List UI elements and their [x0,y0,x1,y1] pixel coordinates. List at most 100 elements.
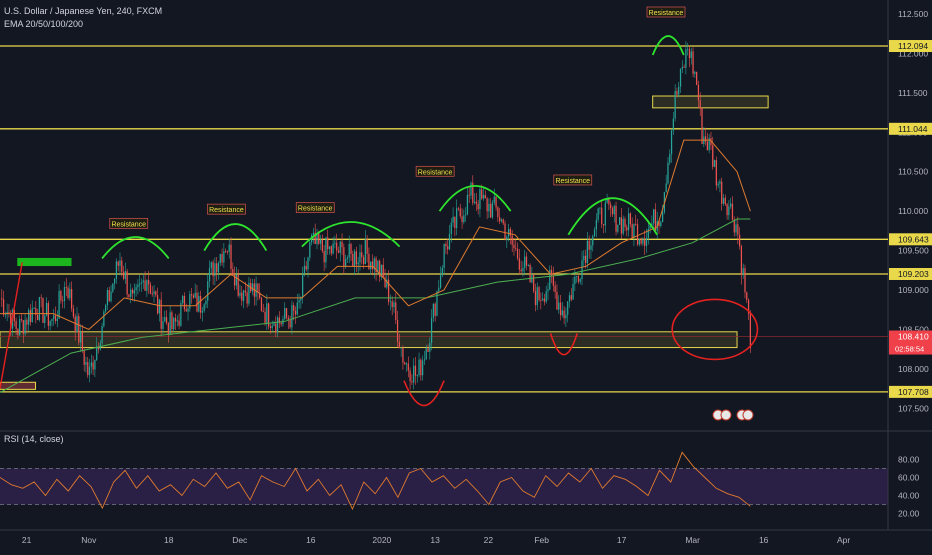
current-price-label: 108.410 [898,332,929,342]
price-level-tag-label: 109.203 [898,269,929,279]
candle-body [586,240,589,264]
candle-body [583,255,585,261]
candle-body [409,370,411,382]
candle-body [584,255,587,264]
candle-body [257,283,259,293]
candle-body [665,183,667,193]
candle-body [90,362,92,367]
candle-body [323,251,325,263]
candle-body [699,100,701,109]
candle-body [676,91,678,95]
zone-rect [0,381,37,390]
price-level-tag [889,385,932,398]
zone-rect [652,95,769,109]
resistance-arc [567,197,658,236]
candle-body [60,290,62,301]
candle-body [638,239,640,245]
candle-body [533,275,535,292]
candle-body [636,224,639,245]
candle-body [314,232,316,245]
candle-body [536,287,538,306]
candle-body [146,280,148,291]
candle-body [248,282,250,304]
price-tick-label: 112.500 [898,9,928,19]
rsi-line [0,451,751,511]
candle-body [461,216,463,223]
candle-body [26,319,28,325]
candle-body [69,288,71,299]
candle-body [273,323,275,326]
price-tick-label: 109.000 [898,285,929,295]
resistance-label: Resistance [111,221,146,228]
candle-body [389,301,392,303]
candle-body [468,194,470,196]
price-tick-label: 112.000 [898,48,928,58]
candle-body [22,320,24,334]
price-tick-label: 108.000 [898,364,929,374]
candle-body [588,240,590,250]
candle-body [212,262,214,277]
rsi-label: RSI (14, close) [4,434,64,444]
candle-body [642,239,644,244]
candle-body [316,232,318,245]
candle-body [359,252,361,263]
candle-body [516,248,519,259]
candle-body [504,223,506,240]
candle-body [472,182,474,203]
candle-body [251,283,254,292]
candle-body [142,280,144,283]
candle-body [71,288,73,309]
candle-body [626,227,628,231]
candle-body [559,302,562,316]
symbol-title: U.S. Dollar / Japanese Yen, 240, FXCM [4,6,163,16]
candle-body [167,323,169,336]
candle-body [17,328,19,336]
candle-body [735,224,737,233]
candle-body [303,265,306,274]
candle-body [328,246,331,250]
candle-body [595,219,597,230]
candle-body [337,250,340,253]
candle-body [278,317,280,324]
candle-body [51,318,53,321]
candle-body [384,277,386,288]
candle-body [362,257,365,265]
candle-body [106,290,109,306]
candle-body [712,145,714,167]
candle-body [679,68,682,87]
time-tick-label: Dec [232,535,248,545]
event-badge-icon [712,409,754,421]
candle-body [355,251,358,265]
candle-body [649,225,651,229]
candle-body [731,203,734,220]
candle-body [36,314,39,321]
candle-body [430,317,433,343]
candle-body [590,245,592,250]
resistance-label-box [553,174,593,186]
candle-body [133,290,135,294]
candle-body [402,347,404,363]
candle-body [653,209,655,224]
candle-body [651,223,653,226]
candle-body [131,289,134,294]
candle-body [285,308,288,318]
candle-body [481,189,483,199]
candle-body [237,274,239,296]
resistance-label: Resistance [555,178,590,185]
candle-body [567,301,569,315]
candle-body [416,375,418,376]
candle-body [319,239,322,244]
candle-body [466,194,469,215]
candle-body [715,160,717,186]
candle-body [189,294,191,309]
candle-body [210,262,212,268]
candle-body [371,261,374,270]
price-tick-label: 110.000 [898,206,928,216]
candle-body [225,251,227,253]
resistance-arc [651,35,685,56]
candle-body [525,256,528,266]
candle-body [375,258,377,273]
